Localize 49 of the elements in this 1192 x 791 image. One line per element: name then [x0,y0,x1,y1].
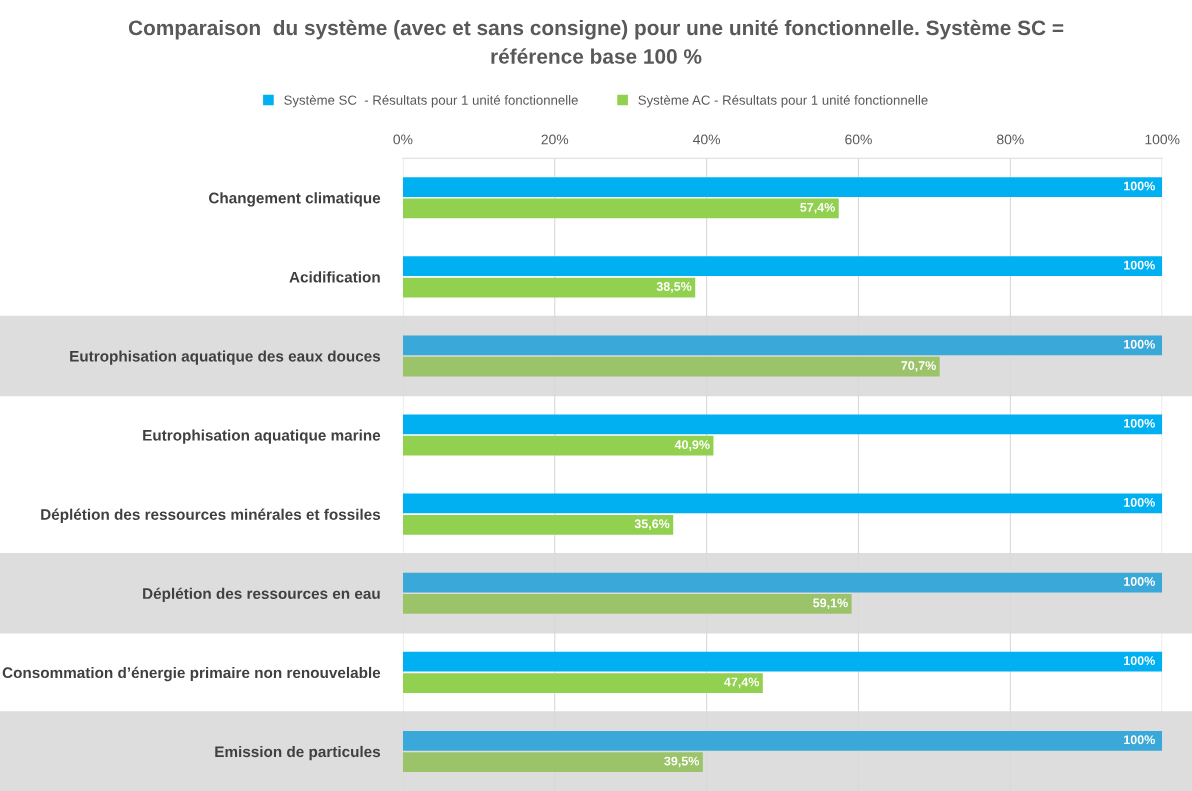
y-tick-label: Changement climatique [208,192,381,207]
bar [402,752,703,773]
data-label: 40,9% [674,440,710,451]
x-tick-label: 60% [845,134,872,145]
x-tick-label: 80% [997,134,1024,145]
x-tick-label: 40% [693,134,721,145]
data-label: 100% [1124,339,1155,349]
bar [402,414,1163,435]
bar [402,673,763,693]
data-label: 59,1% [813,598,848,610]
data-label: 39,5% [664,756,700,768]
chart-title: Comparaison du système (avec et sans consigne) pour une unité fonctionnelle. Système SC = référence base 100 % [128,19,1064,64]
bar [402,177,1163,197]
legend-label: Système AC - Résultats pour 1 unité fonctionnelle [638,94,928,108]
bar [402,256,1163,277]
x-tick-label: 0% [393,134,413,145]
y-tick-label: Consommation d’énergie primaire non renouvelable [2,666,381,682]
data-label: 100% [1124,497,1155,507]
data-label: 100% [1124,181,1155,191]
bar [402,198,839,219]
bar [402,493,1163,514]
bar [402,277,696,298]
y-tick-label: Emission de particules [215,745,381,761]
y-tick-label: Eutrophisation aquatique des eaux douces [70,350,381,365]
data-label: 100% [1124,418,1155,428]
legend-label: Système SC - Résultats pour 1 unité fonctionnelle [284,94,578,108]
bar [402,335,1163,356]
data-label: 100% [1124,735,1155,745]
bar [402,651,1163,672]
data-label: 70,7% [901,361,936,372]
bar [402,435,714,456]
data-label: 100% [1124,577,1155,586]
bar [402,594,852,614]
bar [402,730,1163,751]
bar [402,572,1163,593]
data-label: 35,6% [634,519,670,530]
x-tick-label: 100% [1145,134,1180,145]
y-tick-label: Eutrophisation aquatique marine [143,429,381,444]
data-label: 47,4% [724,677,760,689]
y-tick-label: Déplétion des ressources en eau [143,587,380,603]
data-label: 100% [1124,260,1155,270]
x-tick-label: 20% [541,134,569,145]
data-label: 100% [1124,656,1155,666]
bar [402,514,674,535]
data-label: 38,5% [656,282,692,293]
data-label: 57,4% [800,202,835,214]
y-tick-label: Acidification [289,271,380,283]
bar [402,356,940,377]
y-tick-label: Déplétion des ressources minérales et fossiles [41,508,381,523]
